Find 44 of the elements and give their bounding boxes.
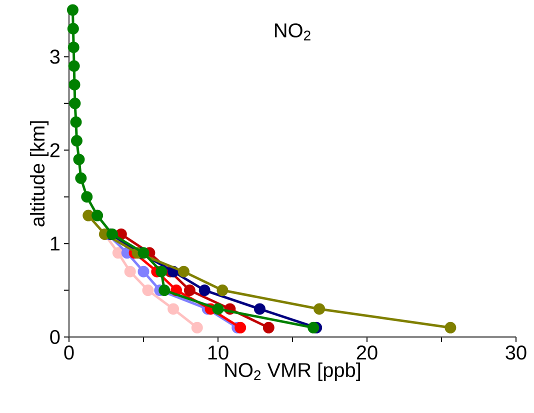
point — [212, 303, 224, 315]
point — [314, 303, 326, 315]
point — [168, 303, 180, 315]
point — [68, 78, 80, 90]
point — [73, 154, 85, 166]
point — [444, 322, 456, 334]
point — [70, 116, 82, 128]
point — [69, 98, 81, 110]
y-tick-label: 1 — [50, 236, 60, 250]
point — [75, 172, 87, 184]
y-tick-label: 3 — [50, 50, 60, 64]
point — [191, 322, 203, 334]
y-tick-label: 2 — [50, 143, 60, 158]
point — [138, 247, 150, 259]
point — [138, 266, 150, 278]
point — [82, 210, 94, 222]
point — [67, 22, 79, 34]
point — [254, 303, 266, 315]
point — [92, 210, 104, 222]
x-axis-title: NO$_{2}$ VMR [ppb] — [225, 362, 360, 382]
x-tick-label: 30 — [506, 346, 526, 360]
point — [124, 266, 136, 278]
point — [66, 4, 78, 16]
text: NO$_{2}$ — [275, 23, 310, 40]
x-tick-label: 20 — [356, 346, 378, 360]
y-axis-title: altitude [km] — [30, 121, 49, 226]
point — [308, 322, 320, 334]
y-tick-label: 0 — [50, 330, 60, 344]
point — [158, 284, 170, 296]
point — [68, 42, 80, 54]
x-tick-label: 0 — [64, 346, 74, 360]
point — [156, 266, 168, 278]
point — [142, 284, 154, 296]
point — [184, 284, 196, 296]
point — [216, 284, 228, 296]
point — [178, 266, 190, 278]
point — [81, 191, 93, 203]
point — [112, 247, 124, 259]
point — [234, 322, 246, 334]
x-tick-label: 10 — [208, 346, 228, 360]
point — [70, 135, 82, 147]
point — [198, 284, 210, 296]
point — [68, 60, 80, 72]
point — [262, 322, 274, 334]
